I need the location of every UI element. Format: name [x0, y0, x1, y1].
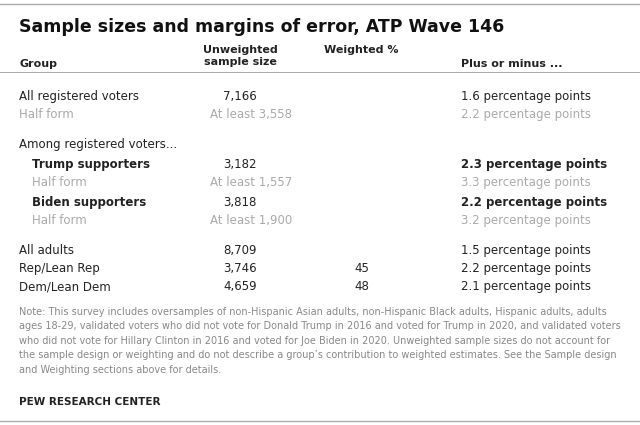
Text: PEW RESEARCH CENTER: PEW RESEARCH CENTER: [19, 397, 161, 407]
Text: Plus or minus ...: Plus or minus ...: [461, 59, 563, 69]
Text: Sample sizes and margins of error, ATP Wave 146: Sample sizes and margins of error, ATP W…: [19, 18, 504, 36]
Text: 3.2 percentage points: 3.2 percentage points: [461, 214, 591, 227]
Text: At least 1,900: At least 1,900: [210, 214, 292, 227]
Text: Half form: Half form: [32, 214, 87, 227]
Text: 8,709: 8,709: [223, 244, 257, 257]
Text: 2.2 percentage points: 2.2 percentage points: [461, 108, 591, 121]
Text: Note: This survey includes oversamples of non-Hispanic Asian adults, non-Hispani: Note: This survey includes oversamples o…: [19, 307, 621, 374]
Text: 3,746: 3,746: [223, 262, 257, 275]
Text: Unweighted
sample size: Unweighted sample size: [203, 45, 277, 67]
Text: At least 3,558: At least 3,558: [210, 108, 292, 121]
Text: Rep/Lean Rep: Rep/Lean Rep: [19, 262, 100, 275]
Text: 1.5 percentage points: 1.5 percentage points: [461, 244, 591, 257]
Text: 3,818: 3,818: [223, 196, 257, 209]
Text: Half form: Half form: [19, 108, 74, 121]
Text: Dem/Lean Dem: Dem/Lean Dem: [19, 280, 111, 293]
Text: All registered voters: All registered voters: [19, 90, 140, 103]
Text: 2.2 percentage points: 2.2 percentage points: [461, 196, 607, 209]
Text: 3.3 percentage points: 3.3 percentage points: [461, 176, 591, 189]
Text: Weighted %: Weighted %: [324, 45, 399, 55]
Text: Biden supporters: Biden supporters: [32, 196, 147, 209]
Text: All adults: All adults: [19, 244, 74, 257]
Text: 45: 45: [354, 262, 369, 275]
Text: 48: 48: [354, 280, 369, 293]
Text: At least 1,557: At least 1,557: [210, 176, 292, 189]
Text: 1.6 percentage points: 1.6 percentage points: [461, 90, 591, 103]
Text: 2.1 percentage points: 2.1 percentage points: [461, 280, 591, 293]
Text: Group: Group: [19, 59, 57, 69]
Text: 2.3 percentage points: 2.3 percentage points: [461, 158, 607, 171]
Text: 4,659: 4,659: [223, 280, 257, 293]
Text: 7,166: 7,166: [223, 90, 257, 103]
Text: 3,182: 3,182: [223, 158, 257, 171]
Text: Trump supporters: Trump supporters: [32, 158, 150, 171]
Text: Among registered voters...: Among registered voters...: [19, 138, 177, 151]
Text: 2.2 percentage points: 2.2 percentage points: [461, 262, 591, 275]
Text: Half form: Half form: [32, 176, 87, 189]
